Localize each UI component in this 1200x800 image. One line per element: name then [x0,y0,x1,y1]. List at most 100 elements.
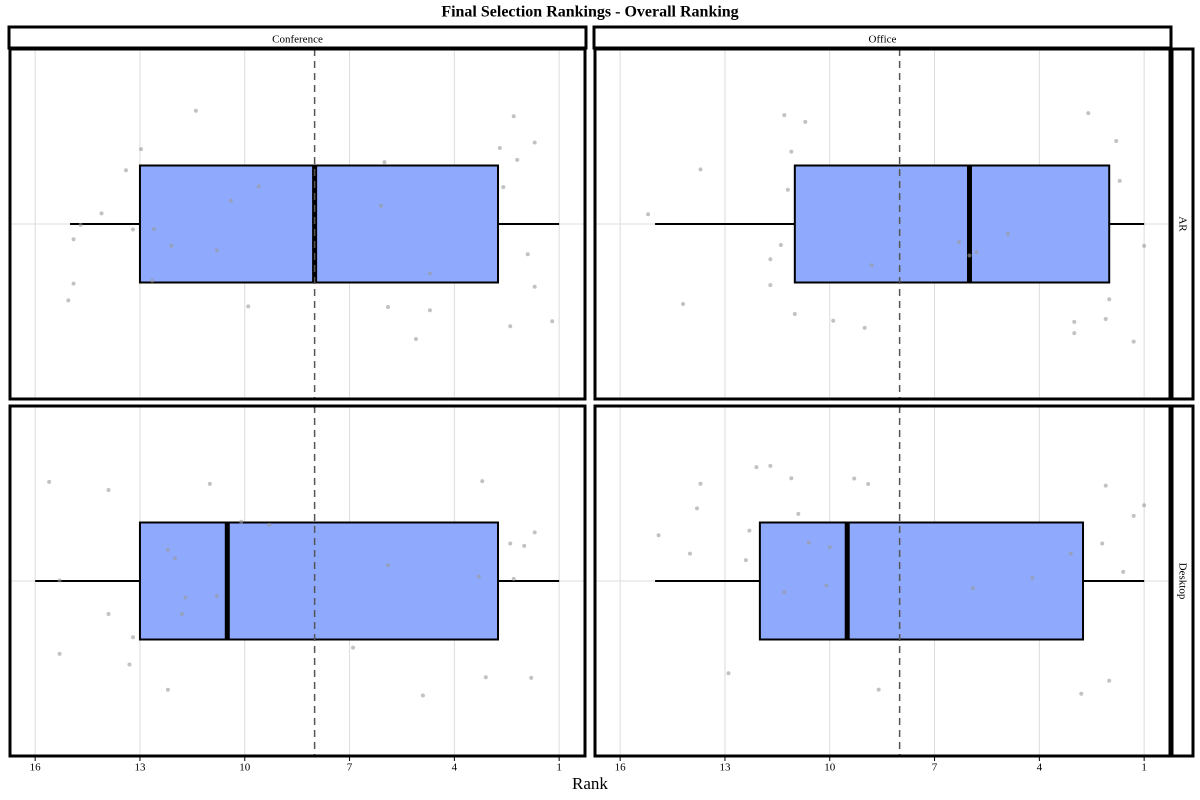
data-point [806,540,811,545]
panel-border [593,404,1172,758]
data-point [214,248,219,253]
data-point [1121,569,1126,574]
x-tick-label: 13 [719,762,731,774]
data-point [1030,575,1035,580]
x-tick-label: 7 [347,762,353,774]
data-point [138,147,143,152]
data-point [480,479,485,484]
data-point [550,319,555,324]
data-point [123,168,128,173]
data-point [974,250,979,255]
data-point [862,325,867,330]
data-point [351,645,356,650]
data-point [876,687,881,692]
data-point [785,187,790,192]
data-point [413,337,418,342]
data-point [1114,139,1119,144]
data-point [681,301,686,306]
data-point [1072,319,1077,324]
data-point [66,298,71,303]
data-point [385,305,390,310]
data-point [214,594,219,599]
facet-label: AR [1176,216,1188,232]
data-point [525,252,530,257]
data-point [768,463,773,468]
box [758,521,1085,641]
data-point [792,311,797,316]
data-point [106,611,111,616]
data-point [1072,331,1077,336]
data-point [1117,178,1122,183]
data-point [1086,111,1091,116]
x-axis-label: Rank [572,774,608,793]
data-point [382,160,387,165]
data-point [782,590,787,595]
data-point [179,612,184,617]
data-point [967,253,972,258]
data-point [1107,678,1112,683]
data-point [193,108,198,113]
data-point [150,278,155,283]
data-point [532,530,537,535]
data-point [646,212,651,217]
data-point [57,651,62,656]
data-point [476,574,481,579]
x-tick-label: 7 [932,762,938,774]
data-point [1079,691,1084,696]
data-point [239,519,244,524]
data-point [183,595,188,600]
x-tick-label: 1 [1141,762,1147,774]
data-point [957,240,962,245]
data-point [852,476,857,481]
data-point [782,113,787,118]
facet-strip [1170,47,1195,401]
box [793,164,1111,284]
data-point [824,583,829,588]
data-point [768,283,773,288]
data-point [532,284,537,289]
data-point [420,693,425,698]
data-point [71,237,76,242]
data-point [47,479,52,484]
data-point [688,551,693,556]
data-point [256,184,261,189]
data-point [501,185,506,190]
data-point [522,543,527,548]
data-point [743,558,748,563]
data-point [508,541,513,546]
data-point [698,167,703,172]
data-point [803,119,808,124]
data-point [1142,243,1147,248]
data-point [656,533,661,538]
data-point [754,465,759,470]
data-point [207,481,212,486]
data-point [768,257,773,262]
data-point [1005,231,1010,236]
data-point [378,203,383,208]
facet-strip [1170,404,1195,758]
x-tick-label: 1 [556,762,562,774]
data-point [1103,317,1108,322]
facet-label: Conference [272,34,323,46]
data-point [831,318,836,323]
data-point [1100,541,1105,546]
facet-label: Office [869,34,897,46]
data-point [1107,297,1112,302]
data-point [869,263,874,268]
data-point [385,563,390,568]
data-point [165,687,170,692]
data-point [515,157,520,162]
data-point [483,675,488,680]
data-point [511,114,516,119]
data-point [747,528,752,533]
box [138,164,500,284]
data-point [151,227,156,232]
x-tick-label: 16 [615,762,627,774]
data-point [1068,551,1073,556]
data-point [127,662,132,667]
x-tick-label: 4 [452,762,458,774]
data-point [78,222,83,227]
data-point [970,586,975,591]
data-point [511,576,516,581]
data-point [726,671,731,676]
